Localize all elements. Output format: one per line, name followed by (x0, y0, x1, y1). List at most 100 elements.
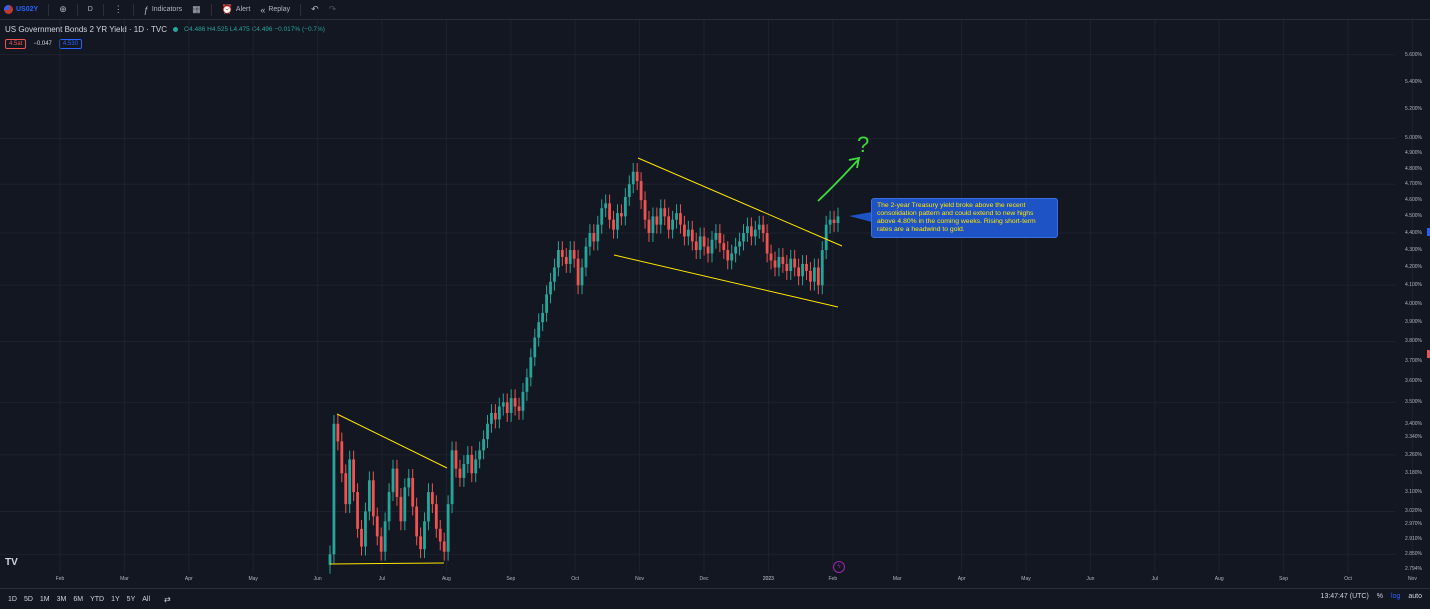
candle-body (501, 402, 505, 407)
candle-body (683, 224, 686, 237)
candle-body (454, 450, 458, 469)
redo-icon[interactable]: ↷ (328, 4, 337, 14)
timeframe-preset[interactable]: 5D (23, 595, 33, 603)
timeframe-preset[interactable]: YTD (90, 595, 105, 603)
percent-toggle[interactable]: % (1376, 593, 1384, 600)
timeframe-preset[interactable]: 1D (8, 595, 17, 603)
time-axis-label: Feb (55, 576, 65, 582)
candle-body (474, 459, 478, 474)
candle-body (781, 256, 785, 264)
analysis-callout[interactable]: The 2-year Treasury yield broke above th… (871, 198, 1058, 238)
candle-body (765, 233, 769, 254)
candle-body (604, 203, 608, 209)
buy-button[interactable]: 4.530 (58, 39, 82, 49)
replay-button[interactable]: « Replay (260, 5, 290, 15)
price-axis-label: 4.800% (1405, 165, 1422, 172)
candle-body (328, 554, 332, 565)
candle-body (403, 487, 407, 522)
price-axis-label: 4.600% (1405, 197, 1422, 204)
candle-body (805, 263, 808, 271)
spread-value: −0.047 (33, 41, 52, 47)
candle-body (836, 216, 840, 223)
price-marker (1427, 350, 1430, 358)
bottom-toolbar: 1D 5D 1M 3M 6M YTD 1Y 5Y All ⇄ 13:47:47 (UTC) % … (0, 588, 1430, 609)
question-mark-annotation: ? (857, 132, 869, 157)
candle-body (541, 312, 545, 323)
candle-body (430, 492, 434, 505)
price-axis-label: 4.000% (1405, 300, 1422, 307)
timeframe-presets: 1D 5D 1M 3M 6M YTD 1Y 5Y All (0, 596, 150, 603)
candle-body (738, 241, 741, 247)
symbol-search[interactable]: US02Y (4, 5, 38, 14)
date-range-icon[interactable]: ⇄ (164, 594, 171, 604)
compare-icon[interactable]: ⊕ (59, 4, 67, 14)
candle-body (545, 294, 548, 313)
time-axis-label: Aug (1214, 576, 1224, 582)
candle-body (647, 219, 651, 234)
indicators-button[interactable]: ƒ Indicators (144, 5, 182, 15)
divider (102, 3, 104, 16)
trendline-upper-1 (336, 413, 448, 469)
candle-body (789, 258, 793, 271)
candle-body (470, 454, 474, 474)
time-axis-label: Feb (828, 576, 838, 582)
candle-body (387, 492, 391, 522)
candle-body (505, 402, 509, 413)
candle-body (651, 216, 655, 234)
indicators-label: Indicators (151, 6, 183, 13)
log-toggle[interactable]: log (1391, 593, 1401, 600)
trendline-lower-2 (613, 254, 839, 308)
candle-body (332, 423, 336, 555)
timeframe-preset[interactable]: All (142, 595, 151, 603)
candle-body (564, 256, 568, 264)
bolt-icon[interactable]: ϟ (833, 561, 845, 573)
candle-body (383, 521, 387, 552)
candle-body (600, 208, 604, 225)
timeframe-preset[interactable]: 5Y (126, 595, 136, 603)
price-axis-label: 3.340% (1405, 433, 1422, 440)
price-axis-label: 5.400% (1405, 78, 1422, 85)
candle-body (690, 229, 694, 242)
price-axis-label: 5.000% (1405, 135, 1422, 142)
candle-body (399, 496, 403, 522)
timeframe-preset[interactable]: 1Y (111, 595, 120, 603)
current-price-marker (1427, 228, 1430, 236)
candle-body (797, 267, 801, 277)
candle-body (521, 391, 525, 411)
candle-body (427, 492, 430, 522)
candle-body (513, 398, 517, 407)
candle-body (742, 233, 745, 242)
time-axis-label: Aug (441, 576, 451, 582)
ohlc-values: O4.486 H4.525 L4.475 C4.496 −0.017% (−0.… (184, 26, 325, 33)
candle-body (761, 224, 765, 234)
candle-body (375, 516, 379, 537)
sell-button[interactable]: 4.5at (5, 39, 27, 49)
candle-body (529, 357, 533, 378)
templates-icon[interactable]: ▦ (192, 4, 201, 14)
timeframe-preset[interactable]: 1M (39, 595, 50, 603)
timeframe-preset[interactable]: 6M (73, 595, 84, 603)
tradingview-logo-icon[interactable]: TV (5, 557, 18, 568)
price-axis-label: 3.400% (1405, 420, 1422, 427)
chart-type-icon[interactable]: ⋮ (113, 4, 123, 14)
candle-body (816, 267, 820, 286)
price-axis-label: 4.200% (1405, 264, 1422, 271)
candle-body (686, 229, 690, 237)
chart-legend: US Government Bonds 2 YR Yield · 1D · TV… (5, 25, 325, 34)
time-axis-label: Oct (571, 576, 580, 582)
price-axis-label: 4.700% (1405, 181, 1422, 188)
time-axis-label: Mar (892, 576, 902, 582)
candle-body (726, 250, 730, 261)
candle-body (533, 337, 537, 358)
top-toolbar: US02Y ⊕ D ⋮ ƒ Indicators ▦ ⏰ Alert « Rep… (0, 0, 1430, 20)
clock[interactable]: 13:47:47 (UTC) (1320, 593, 1369, 600)
timeframe-button[interactable]: D (87, 6, 93, 13)
auto-toggle[interactable]: auto (1408, 593, 1422, 600)
candle-body (655, 216, 659, 225)
candle-body (777, 256, 781, 268)
timeframe-preset[interactable]: 3M (56, 595, 67, 603)
undo-icon[interactable]: ↶ (311, 4, 319, 14)
alert-button[interactable]: ⏰ Alert (222, 4, 251, 15)
candle-body (356, 492, 359, 529)
